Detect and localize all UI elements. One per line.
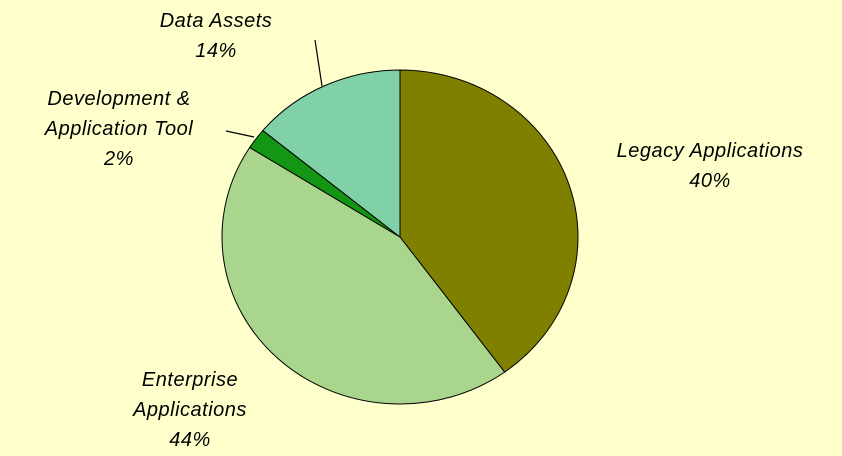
pie-slice xyxy=(399,69,579,373)
value-label: 40% xyxy=(689,170,731,192)
slice-label: Development & Application Tool 2% xyxy=(14,84,224,174)
value-label: 2% xyxy=(104,148,134,170)
category-label: Enterprise Applications xyxy=(133,369,247,421)
leader-line xyxy=(314,39,323,87)
value-label: 14% xyxy=(195,40,237,62)
pie-slice xyxy=(221,146,506,405)
leader-line xyxy=(225,130,255,138)
value-label: 44% xyxy=(169,429,211,451)
category-label: Data Assets xyxy=(159,10,273,32)
slice-label: Enterprise Applications 44% xyxy=(105,365,275,455)
category-label: Development & Application Tool xyxy=(44,88,194,140)
slice-label: Legacy Applications 40% xyxy=(570,136,842,196)
slice-label: Data Assets 14% xyxy=(116,6,316,66)
pie-slice xyxy=(262,69,401,239)
category-label: Legacy Applications xyxy=(616,140,804,162)
